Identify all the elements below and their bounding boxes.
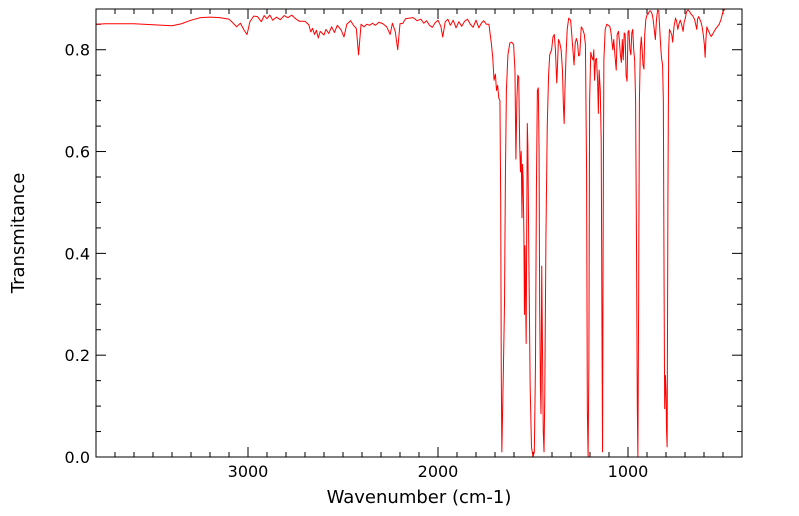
y-axis-label: Transmitance	[8, 173, 29, 295]
y-tick-label: 0.0	[65, 448, 90, 467]
major-ticks	[96, 9, 742, 458]
y-tick-label: 0.2	[65, 346, 90, 365]
y-tick-label: 0.4	[65, 244, 90, 263]
x-tick-label: 3000	[228, 462, 269, 481]
x-axis-label: Wavenumber (cm-1)	[327, 487, 512, 508]
spectrum-line	[95, 8, 733, 458]
minor-ticks	[95, 9, 743, 457]
x-tick-label: 2000	[418, 462, 459, 481]
plot-frame	[95, 8, 743, 458]
x-tick-label: 1000	[608, 462, 649, 481]
y-tick-label: 0.6	[65, 143, 90, 162]
y-tick-label: 0.8	[65, 41, 90, 60]
tick-labels: 3000 2000 1000 0.0 0.2 0.4 0.6 0.8	[65, 41, 649, 481]
